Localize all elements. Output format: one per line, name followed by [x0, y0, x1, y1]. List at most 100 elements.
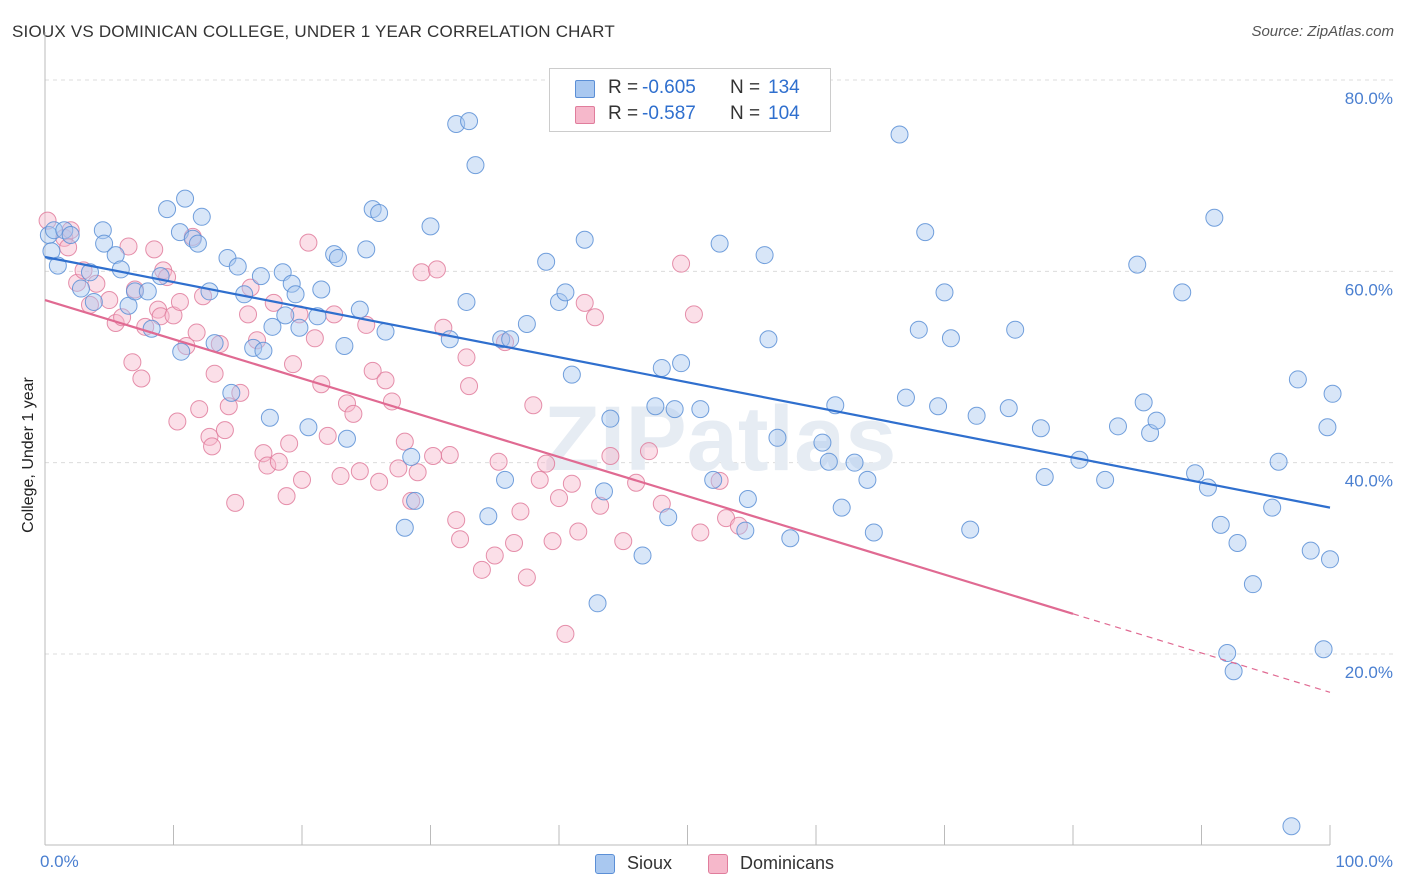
sioux-point [890, 125, 909, 144]
dominicans-point [550, 489, 568, 508]
sioux-point [858, 470, 877, 489]
sioux-point [395, 518, 414, 537]
sioux-point [781, 529, 800, 548]
dominicans-swatch [575, 106, 595, 124]
sioux-point [1218, 644, 1237, 663]
sioux-point [1269, 452, 1288, 471]
sioux-point [421, 217, 440, 236]
sioux-point [813, 433, 832, 452]
dominicans-point [537, 454, 556, 473]
dominicans-point [205, 364, 224, 383]
sioux-point [80, 263, 99, 282]
stats-legend: R = -0.605 N = 134 R = -0.587 N = 104 [549, 68, 831, 132]
sioux-point [188, 234, 207, 253]
dominicans-point [447, 511, 466, 530]
sioux-point [1323, 384, 1342, 403]
dominicans-point [562, 474, 581, 493]
sioux-point [1211, 515, 1230, 534]
sioux-point [1031, 419, 1050, 438]
dominicans-point [258, 456, 277, 475]
sioux-point [111, 260, 130, 279]
y-tick-labels: 20.0% 40.0% 60.0% 80.0% [1345, 89, 1393, 682]
sioux-point [61, 225, 80, 244]
dominicans-point [100, 291, 119, 310]
sioux-point [961, 520, 980, 539]
n-label: N = [730, 77, 761, 98]
sioux-point [575, 230, 594, 249]
sioux-point [286, 285, 305, 304]
sioux-point [501, 330, 520, 349]
sioux-point [44, 221, 63, 240]
sioux-point [228, 257, 247, 276]
sioux-point [460, 112, 479, 131]
sioux-point [176, 189, 195, 208]
dominicans-point [424, 446, 443, 465]
dominicans-point [170, 292, 189, 311]
dominicans-point [337, 394, 356, 413]
sioux-point [466, 156, 485, 175]
r-label: R = [608, 77, 639, 98]
sioux-point [550, 292, 568, 311]
sioux-point [1318, 418, 1337, 437]
sioux-point [652, 358, 671, 377]
sioux-point [299, 418, 318, 437]
dominicans-point [451, 530, 470, 549]
sioux-point [337, 429, 356, 448]
dominicans-point [363, 361, 382, 380]
sioux-trend-line [44, 255, 1331, 509]
dominicans-point [277, 487, 296, 506]
dominicans-point [591, 496, 610, 515]
sioux-point [335, 336, 354, 355]
dominicans-point [412, 263, 431, 282]
sioux-point [941, 329, 960, 348]
sioux-point [588, 594, 607, 613]
sioux-point [370, 203, 389, 222]
scatter-points [38, 112, 1342, 836]
dominicans-point [517, 568, 536, 587]
sioux-point [172, 342, 191, 361]
sioux-legend-swatch [595, 854, 615, 874]
dominicans-point [402, 491, 421, 510]
dominicans-point [440, 446, 459, 465]
dominicans-point [331, 467, 350, 486]
dominicans-point [145, 240, 164, 259]
watermark: ZIPatlas [544, 388, 897, 490]
sioux-point [290, 318, 309, 337]
dominicans-point [585, 308, 604, 327]
dominicans-point [614, 532, 633, 551]
sioux-point [1134, 393, 1153, 412]
dominicans-point [427, 260, 446, 279]
sioux-point [537, 252, 556, 271]
dominicans-point [569, 522, 588, 541]
trend-lines [44, 255, 1331, 693]
sioux-point [999, 399, 1018, 418]
sioux-point [479, 507, 498, 526]
sioux-point [440, 330, 459, 349]
sioux-point [845, 453, 864, 472]
sioux-point [328, 248, 347, 267]
dominicans-point [299, 233, 318, 252]
sioux-point [84, 292, 103, 311]
sioux-point [1128, 255, 1147, 274]
x-tick-label-max: 100.0% [1335, 852, 1393, 871]
sioux-point [736, 521, 755, 540]
sioux-point [1006, 320, 1025, 339]
sioux-point [633, 546, 652, 565]
sioux-point [251, 267, 270, 286]
sioux-point [183, 229, 202, 248]
sioux-point [402, 447, 421, 466]
dominicans-point [684, 305, 703, 324]
dominicans-point [691, 523, 710, 542]
n-value: 104 [768, 103, 800, 124]
sioux-point [457, 292, 476, 311]
dominicans-point [38, 211, 57, 230]
sioux-point [192, 207, 211, 226]
sioux-point [832, 498, 851, 517]
sioux-point [672, 354, 691, 373]
sioux-point [151, 267, 170, 286]
dominicans-point [119, 237, 138, 256]
sioux-point [1301, 541, 1320, 560]
sioux-point [1288, 370, 1307, 389]
dominicans-point [318, 426, 337, 445]
sioux-point [138, 282, 157, 301]
